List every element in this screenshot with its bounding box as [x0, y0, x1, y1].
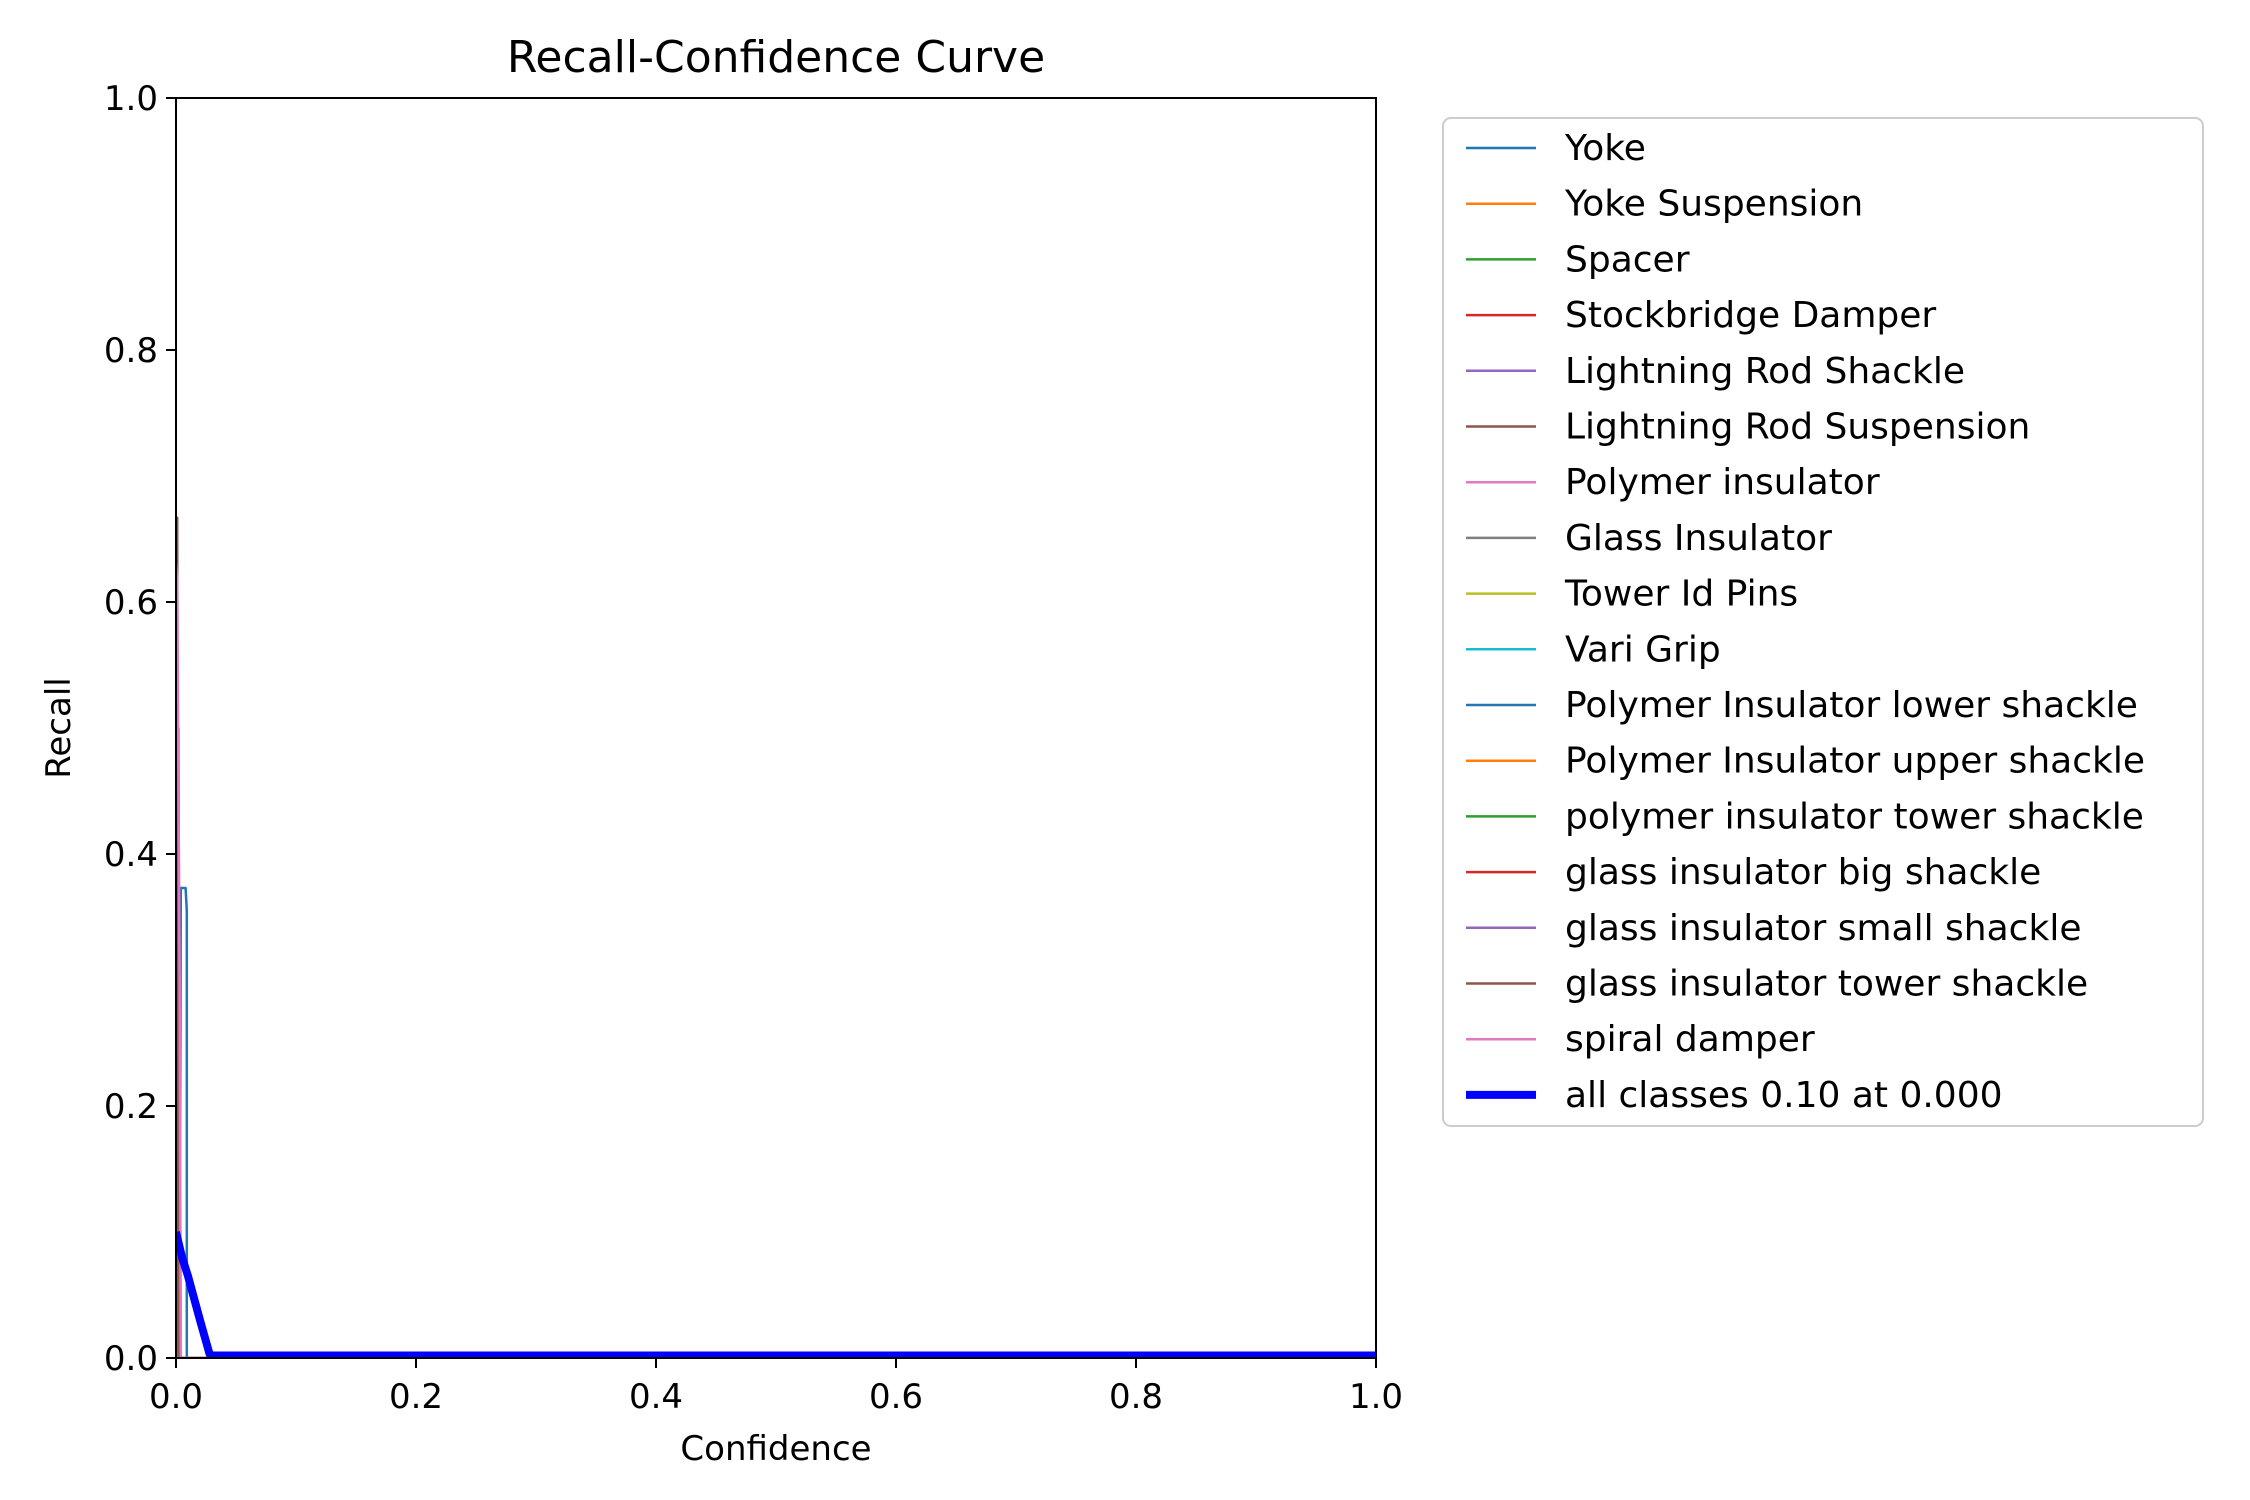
y-axis-label: Recall — [39, 677, 79, 778]
legend-label: Tower Id Pins — [1564, 574, 1798, 615]
y-tick-label: 1.0 — [104, 79, 158, 119]
legend-label: Stockbridge Damper — [1565, 295, 1936, 336]
legend-label: Vari Grip — [1565, 629, 1721, 670]
y-tick-label: 0.4 — [104, 835, 158, 875]
x-tick-label: 1.0 — [1349, 1377, 1403, 1417]
y-tick-label: 0.0 — [104, 1339, 158, 1379]
axes-layer: 0.0 0.2 0.4 0.6 0.8 1.0 0.0 0.2 0.4 0.6 0.8 1.0 — [104, 79, 1403, 1417]
legend-label: spiral damper — [1565, 1019, 1815, 1060]
legend-label: glass insulator big shackle — [1565, 852, 2041, 893]
legend-label: Polymer insulator — [1565, 462, 1880, 503]
plot-frame — [175, 97, 1377, 1359]
x-tick-label: 0.4 — [629, 1377, 683, 1417]
legend: Yoke Yoke Suspension Spacer Stockbridge Dam… — [1442, 117, 2204, 1127]
legend-label: Yoke Suspension — [1564, 184, 1863, 225]
legend-label: Lightning Rod Shackle — [1565, 351, 1965, 392]
y-tick-label: 0.6 — [104, 583, 158, 623]
x-tick-label: 0.0 — [149, 1377, 203, 1417]
y-tick-label: 0.2 — [104, 1087, 158, 1127]
series-line-18 — [176, 1231, 1376, 1358]
x-tick-label: 0.2 — [389, 1377, 443, 1417]
x-tick-label: 0.8 — [1109, 1377, 1163, 1417]
x-axis-label: Confidence — [680, 1429, 871, 1469]
legend-label: Polymer Insulator upper shackle — [1565, 741, 2145, 782]
legend-label: glass insulator tower shackle — [1565, 964, 2088, 1005]
y-tick-label: 0.8 — [104, 331, 158, 371]
legend-label: Spacer — [1565, 239, 1690, 280]
x-tick-label: 0.6 — [869, 1377, 923, 1417]
legend-label: polymer insulator tower shackle — [1565, 796, 2144, 837]
legend-frame — [1442, 117, 2204, 1127]
legend-label: Lightning Rod Suspension — [1565, 407, 2030, 448]
legend-label: Polymer Insulator lower shackle — [1565, 685, 2138, 726]
legend-label: all classes 0.10 at 0.000 — [1565, 1075, 2003, 1116]
legend-label: Glass Insulator — [1565, 518, 1832, 559]
legend-label: glass insulator small shackle — [1565, 908, 2081, 949]
legend-label: Yoke — [1564, 128, 1646, 169]
chart-title: Recall-Confidence Curve — [507, 32, 1045, 83]
